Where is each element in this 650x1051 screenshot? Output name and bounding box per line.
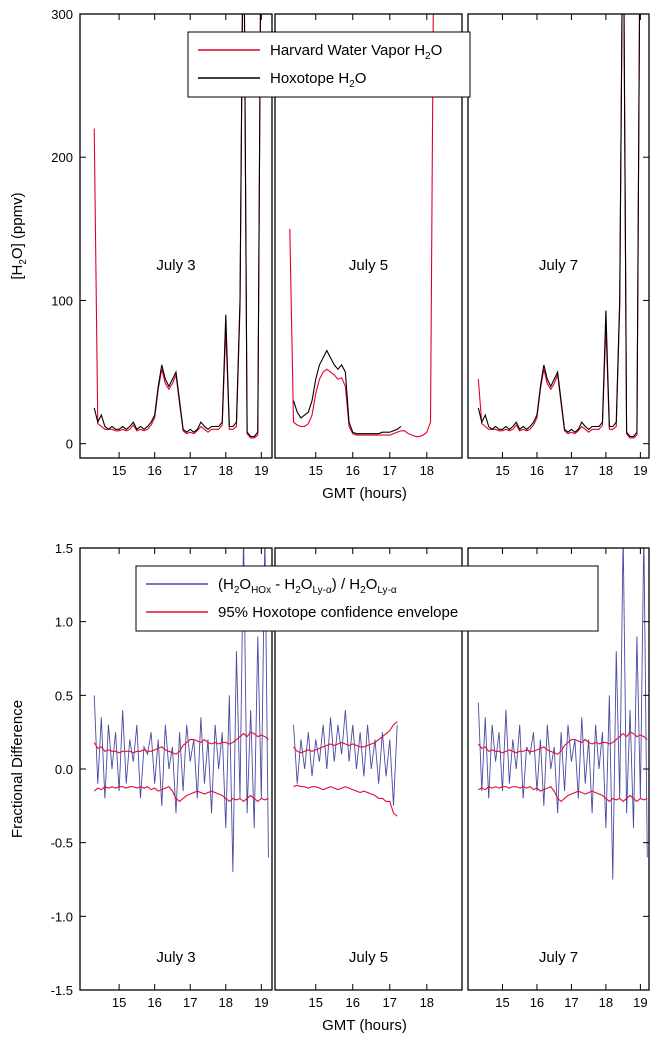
legend-label-part: 2	[295, 585, 301, 596]
series-line	[289, 14, 434, 438]
x-tick-label: 16	[147, 463, 161, 478]
panel-frame	[274, 547, 463, 991]
y-tick-label: -1.0	[51, 909, 73, 924]
y-tick-label: -1.5	[51, 983, 73, 998]
x-tick-label: 16	[346, 463, 360, 478]
x-tick-label: 18	[599, 463, 613, 478]
panel-frame	[467, 13, 650, 459]
series-line	[93, 548, 269, 873]
x-tick-label: 17	[183, 995, 197, 1010]
day-label: July 5	[349, 257, 388, 274]
x-tick-label: 16	[346, 995, 360, 1010]
series-line	[293, 710, 398, 806]
legend-label-part: O	[301, 576, 313, 593]
x-tick-label: 19	[633, 995, 647, 1010]
day-label: July 3	[156, 257, 195, 274]
x-tick-label: 18	[219, 995, 233, 1010]
x-tick-label: 17	[383, 463, 397, 478]
legend-label-part: O	[431, 42, 443, 59]
y-axis-label: [H2O] (ppmv)	[9, 192, 29, 279]
x-tick-label: 15	[495, 463, 509, 478]
x-tick-label: 18	[420, 463, 434, 478]
panel-frame	[274, 13, 463, 459]
x-tick-label: 19	[633, 463, 647, 478]
y-tick-label: 1.5	[55, 541, 73, 556]
x-tick-label: 17	[564, 995, 578, 1010]
x-tick-label: 18	[420, 995, 434, 1010]
day-label: July 3	[156, 949, 195, 966]
legend-label: Harvard Water Vapor H2O	[270, 42, 442, 62]
x-tick-label: 19	[254, 463, 268, 478]
y-tick-label: 0.0	[55, 762, 73, 777]
legend-label-part: O	[239, 576, 251, 593]
x-tick-label: 19	[254, 995, 268, 1010]
y-axis-label-part: [H	[9, 265, 26, 280]
legend-label-part: - H	[271, 576, 295, 593]
y-tick-label: 0.5	[55, 688, 73, 703]
series-line	[93, 731, 269, 755]
legend-label: (H2OHOx - H2OLy-α) / H2OLy-α	[218, 576, 397, 596]
x-tick-label: 16	[530, 463, 544, 478]
legend-label-part: Harvard Water Vapor H	[270, 42, 425, 59]
series-line	[478, 786, 648, 803]
legend-label-part: 2	[425, 51, 431, 62]
legend-label: Hoxotope H2O	[270, 70, 366, 90]
series-line	[477, 548, 648, 880]
x-tick-label: 17	[564, 463, 578, 478]
legend-label-part: O	[355, 70, 367, 87]
legend-label-part: Hoxotope H	[270, 70, 349, 87]
y-axis-label-part: 2	[18, 259, 29, 265]
x-tick-label: 18	[599, 995, 613, 1010]
series-line	[477, 731, 648, 755]
x-tick-label: 16	[530, 995, 544, 1010]
x-tick-label: 15	[495, 995, 509, 1010]
legend-label-part: 2	[349, 79, 355, 90]
y-tick-label: -0.5	[51, 836, 73, 851]
x-tick-label: 15	[308, 995, 322, 1010]
series-line	[93, 786, 269, 803]
legend-label-part: 2	[360, 585, 366, 596]
series-line	[93, 14, 261, 438]
y-tick-label: 200	[51, 150, 73, 165]
x-tick-label: 18	[219, 463, 233, 478]
legend-label-part: HOx	[251, 585, 271, 596]
y-axis-label-part: O] (ppmv)	[9, 192, 26, 259]
legend-label: 95% Hoxotope confidence envelope	[218, 604, 458, 621]
legend-label-part: ) / H	[332, 576, 360, 593]
legend-label-part: (H	[218, 576, 234, 593]
series-line	[292, 349, 402, 435]
x-tick-label: 17	[383, 995, 397, 1010]
x-tick-label: 15	[112, 995, 126, 1010]
day-label: July 7	[539, 257, 578, 274]
legend-label-part: Ly-α	[377, 585, 397, 596]
y-tick-label: 1.0	[55, 615, 73, 630]
legend-label-part: 2	[234, 585, 240, 596]
legend-label-part: O	[366, 576, 378, 593]
x-tick-label: 17	[183, 463, 197, 478]
y-axis-label: Fractional Difference	[9, 700, 26, 838]
day-label: July 5	[349, 949, 388, 966]
legend-box	[187, 31, 471, 98]
series-line	[293, 784, 398, 817]
x-axis-label: GMT (hours)	[322, 1017, 407, 1034]
series-line	[477, 14, 641, 438]
x-axis-label: GMT (hours)	[322, 485, 407, 502]
legend-box	[135, 565, 599, 632]
series-line	[293, 721, 398, 754]
x-tick-label: 15	[308, 463, 322, 478]
day-label: July 7	[539, 949, 578, 966]
x-tick-label: 16	[147, 995, 161, 1010]
y-tick-label: 100	[51, 293, 73, 308]
legend-label-part: Ly-α	[312, 585, 332, 596]
y-tick-label: 300	[51, 7, 73, 22]
x-tick-label: 15	[112, 463, 126, 478]
panel-frame	[79, 13, 273, 459]
y-tick-label: 0	[66, 437, 73, 452]
